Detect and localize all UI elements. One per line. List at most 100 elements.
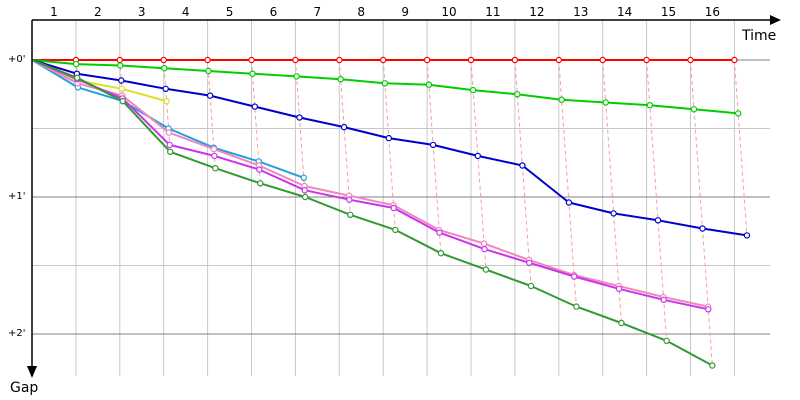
data-point (558, 96, 565, 103)
data-point (381, 80, 389, 87)
lap-connector-line (514, 59, 532, 287)
data-point (565, 199, 573, 206)
lap-tick-label: 15 (661, 5, 676, 19)
data-point (425, 81, 433, 88)
data-point (735, 110, 742, 117)
data-point (72, 60, 80, 68)
lap-connector-line (646, 59, 668, 341)
gap-tick-label: +0' (8, 54, 26, 65)
lap-tick-label: 10 (441, 5, 456, 19)
lap-tick-label: 16 (705, 5, 720, 19)
grid (32, 20, 770, 376)
data-point (162, 85, 169, 93)
data-point (166, 148, 174, 155)
gap-axis-arrow-icon (27, 366, 37, 378)
lap-tick-label: 13 (573, 5, 588, 19)
data-point (300, 174, 307, 181)
data-point (646, 101, 654, 109)
series-line (31, 59, 709, 308)
data-point (615, 285, 623, 292)
data-point (571, 273, 578, 280)
data-point (699, 225, 706, 232)
series-line (31, 59, 709, 311)
data-point (257, 180, 264, 187)
data-point (204, 56, 211, 64)
data-point (467, 56, 475, 64)
data-point (514, 91, 521, 98)
data-point (210, 145, 218, 153)
lap-tick-label: 1 (50, 5, 58, 19)
data-point (474, 152, 481, 160)
data-point (301, 186, 308, 194)
lap-connector-line (733, 59, 748, 236)
data-point (161, 64, 168, 72)
data-point (256, 166, 263, 173)
series (31, 59, 712, 310)
data-point (340, 123, 348, 131)
data-point (166, 141, 173, 149)
lap-connector-line (602, 59, 622, 324)
data-point (555, 56, 563, 64)
data-point (73, 74, 81, 82)
series (32, 56, 738, 64)
data-point (602, 99, 609, 106)
y-axis-title: Gap (10, 380, 38, 396)
lap-tick-label: 8 (357, 5, 365, 19)
axes: Time Gap (10, 15, 781, 396)
lap-tick-label: 9 (401, 5, 409, 19)
data-point (705, 306, 712, 313)
time-axis-arrow-icon (770, 15, 781, 25)
lap-connector-line (163, 59, 171, 152)
gap-tick-label: +1' (8, 191, 26, 202)
data-point (429, 141, 437, 149)
data-point (511, 56, 519, 64)
data-point (347, 211, 354, 218)
lap-tick-label: 14 (617, 5, 632, 19)
data-point (481, 245, 488, 253)
data-point (731, 56, 738, 64)
data-point (519, 162, 526, 169)
lap-tick-label: 7 (314, 5, 322, 19)
data-point (385, 134, 392, 142)
data-point (690, 106, 698, 113)
data-point (599, 56, 606, 64)
data-point (618, 319, 625, 327)
data-point (165, 129, 173, 136)
data-point (480, 240, 488, 247)
series (31, 59, 742, 117)
data-point (212, 164, 219, 172)
data-point (482, 266, 490, 273)
lap-connector-line (690, 59, 713, 366)
data-point (116, 56, 124, 64)
data-point (660, 296, 667, 303)
data-point (610, 210, 617, 217)
gap-tick-label: +2' (8, 328, 26, 339)
lap-connector-line (426, 59, 442, 254)
data-point (643, 56, 650, 64)
data-point (160, 56, 167, 64)
lap-tick-label: 4 (182, 5, 190, 19)
data-point (293, 73, 300, 80)
series-line (31, 59, 739, 115)
data-point (423, 56, 431, 64)
data-point (118, 77, 125, 84)
series (31, 59, 716, 369)
data-point (248, 56, 255, 64)
gap-tick-labels: +0' +1' +2' (8, 54, 26, 339)
data-point (292, 56, 299, 64)
data-point (302, 193, 309, 201)
data-point (687, 56, 694, 64)
lap-tick-label: 11 (485, 5, 500, 19)
data-point (251, 103, 258, 110)
data-point (390, 204, 397, 212)
lap-tick-label: 6 (270, 5, 278, 19)
lap-tick-label: 5 (226, 5, 234, 19)
data-point (116, 62, 124, 69)
series (31, 59, 751, 239)
data-point (119, 97, 126, 105)
data-point (526, 259, 533, 266)
lap-tick-label: 2 (94, 5, 102, 19)
data-point (436, 229, 443, 236)
data-point (392, 226, 399, 234)
